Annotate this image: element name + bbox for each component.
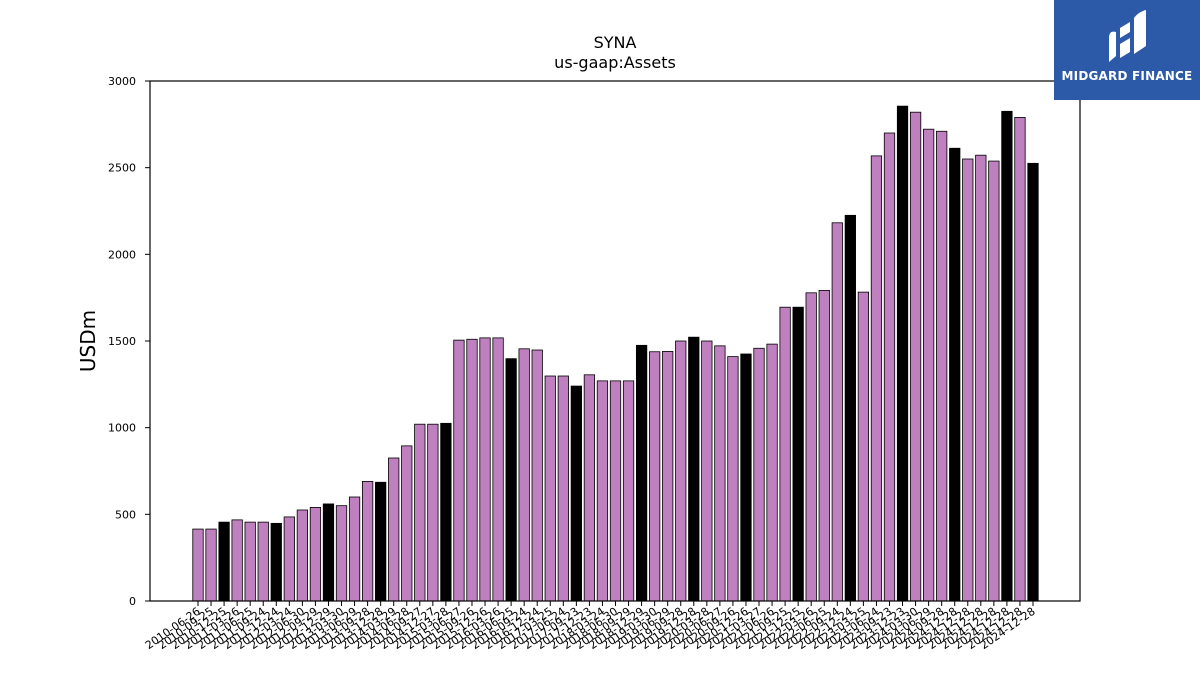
bar bbox=[740, 353, 752, 602]
bar bbox=[427, 423, 439, 602]
bar bbox=[348, 496, 361, 602]
bar bbox=[270, 522, 282, 602]
bar bbox=[440, 422, 452, 602]
bar bbox=[975, 154, 987, 602]
bar bbox=[583, 374, 596, 602]
bar bbox=[531, 349, 543, 602]
bar bbox=[714, 345, 726, 602]
bar bbox=[962, 158, 974, 602]
bar bbox=[870, 155, 883, 602]
bar bbox=[492, 337, 504, 602]
chart-subtitle: us-gaap:Assets bbox=[554, 53, 676, 72]
bar bbox=[192, 528, 204, 602]
bar bbox=[883, 132, 896, 602]
bar bbox=[923, 128, 935, 602]
bar bbox=[988, 160, 1000, 602]
y-tick-label: 1500 bbox=[108, 335, 136, 348]
brand-logo: MIDGARD FINANCE bbox=[1054, 0, 1200, 100]
bar bbox=[662, 350, 674, 602]
bar bbox=[453, 339, 465, 602]
bar bbox=[818, 289, 830, 602]
bar bbox=[753, 347, 765, 602]
bar bbox=[1014, 117, 1026, 602]
bar bbox=[805, 292, 817, 602]
bar bbox=[727, 356, 739, 602]
bar bbox=[205, 528, 217, 602]
bar bbox=[244, 521, 256, 602]
bar bbox=[322, 503, 335, 602]
bar bbox=[557, 375, 569, 602]
bar bbox=[844, 214, 856, 602]
bar bbox=[635, 344, 648, 602]
bar bbox=[1027, 162, 1039, 602]
bar bbox=[766, 343, 778, 602]
bar bbox=[414, 423, 426, 602]
bar bbox=[466, 338, 478, 602]
bar bbox=[388, 457, 400, 602]
y-tick-label: 2500 bbox=[108, 162, 136, 175]
bar bbox=[309, 506, 322, 602]
bar bbox=[688, 336, 700, 602]
bar bbox=[257, 521, 269, 602]
bar bbox=[505, 358, 517, 602]
bar bbox=[622, 380, 635, 602]
bar bbox=[518, 348, 530, 602]
bar bbox=[401, 445, 413, 602]
bar bbox=[570, 385, 582, 602]
bar bbox=[231, 519, 243, 602]
bar bbox=[609, 380, 622, 602]
bar bbox=[479, 337, 491, 602]
bar bbox=[909, 111, 922, 602]
y-tick-label: 1000 bbox=[108, 422, 136, 435]
bar bbox=[675, 340, 687, 602]
bar bbox=[857, 291, 870, 602]
chart-title: SYNA bbox=[594, 33, 637, 52]
y-axis-label: USDm bbox=[76, 310, 100, 372]
bar bbox=[544, 375, 556, 602]
bar bbox=[335, 505, 348, 602]
bar bbox=[649, 351, 661, 602]
bar bbox=[779, 306, 791, 602]
y-tick-label: 500 bbox=[115, 508, 136, 521]
plot-frame bbox=[149, 80, 1081, 602]
bar bbox=[1001, 110, 1013, 602]
bar bbox=[949, 147, 961, 602]
y-tick-label: 0 bbox=[129, 595, 136, 608]
bar bbox=[218, 521, 230, 602]
bar bbox=[375, 481, 387, 602]
bar bbox=[596, 380, 609, 602]
y-axis: 0 500 1000 1500 2000 2500 3000 bbox=[108, 75, 150, 608]
bar bbox=[701, 340, 713, 602]
bar bbox=[283, 516, 295, 602]
bar bbox=[361, 480, 374, 602]
logo-text: MIDGARD FINANCE bbox=[1061, 69, 1193, 83]
bar bbox=[792, 306, 804, 602]
y-tick-label: 3000 bbox=[108, 75, 136, 88]
bar bbox=[296, 509, 309, 602]
logo-mark-icon bbox=[1109, 10, 1146, 62]
bar bbox=[831, 222, 843, 602]
bar bbox=[936, 130, 948, 602]
bars-group bbox=[192, 105, 1039, 602]
bar bbox=[896, 105, 909, 602]
y-tick-label: 2000 bbox=[108, 248, 136, 261]
x-axis: 2010-06-262010-09-252010-12-252011-03-26… bbox=[143, 601, 1038, 652]
